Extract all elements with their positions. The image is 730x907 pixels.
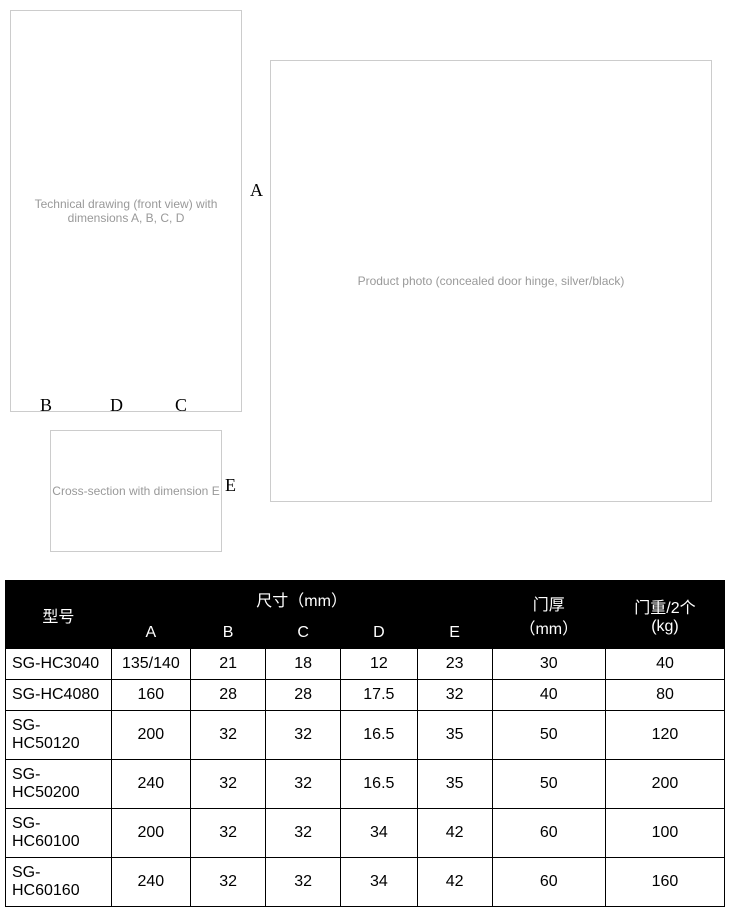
cell-model: SG-HC60160 (6, 858, 112, 907)
header-col-e: E (417, 618, 492, 649)
cell-c: 18 (266, 649, 341, 680)
cell-e: 35 (417, 760, 492, 809)
cell-weight: 160 (605, 858, 724, 907)
cell-d: 16.5 (341, 760, 417, 809)
table-row: SG-HC601002003232344260100 (6, 809, 725, 858)
cell-d: 12 (341, 649, 417, 680)
cell-a: 240 (111, 858, 190, 907)
cell-c: 28 (266, 680, 341, 711)
dim-label-d: D (110, 395, 123, 416)
cell-weight: 40 (605, 649, 724, 680)
cell-c: 32 (266, 711, 341, 760)
dim-label-e: E (225, 475, 236, 496)
cell-b: 32 (191, 760, 266, 809)
cell-thickness: 30 (492, 649, 605, 680)
cell-b: 32 (191, 809, 266, 858)
cell-d: 17.5 (341, 680, 417, 711)
table-row: SG-HC50120200323216.53550120 (6, 711, 725, 760)
table-row: SG-HC50200240323216.53550200 (6, 760, 725, 809)
front-view-drawing: Technical drawing (front view) with dime… (10, 10, 242, 412)
diagram-area: Technical drawing (front view) with dime… (0, 0, 730, 570)
header-thickness-l2: （mm） (519, 621, 578, 638)
cell-e: 42 (417, 809, 492, 858)
dim-label-c: C (175, 395, 187, 416)
header-col-c: C (266, 618, 341, 649)
cell-e: 42 (417, 858, 492, 907)
table-row: SG-HC3040135/140211812233040 (6, 649, 725, 680)
header-col-d: D (341, 618, 417, 649)
cell-weight: 120 (605, 711, 724, 760)
cell-c: 32 (266, 809, 341, 858)
cross-section-drawing: Cross-section with dimension E (50, 430, 222, 552)
header-weight: 门重/2个 (kg) (605, 581, 724, 649)
cell-d: 16.5 (341, 711, 417, 760)
cell-e: 32 (417, 680, 492, 711)
dim-label-a: A (250, 180, 263, 201)
cell-model: SG-HC50200 (6, 760, 112, 809)
dim-label-b: B (40, 395, 52, 416)
product-photo: Product photo (concealed door hinge, sil… (270, 60, 712, 502)
cell-d: 34 (341, 858, 417, 907)
cell-weight: 200 (605, 760, 724, 809)
cell-model: SG-HC3040 (6, 649, 112, 680)
cell-c: 32 (266, 858, 341, 907)
cell-a: 200 (111, 809, 190, 858)
header-thickness: 门厚 （mm） (492, 581, 605, 649)
cell-e: 35 (417, 711, 492, 760)
cell-d: 34 (341, 809, 417, 858)
header-weight-l1: 门重/2个 (634, 600, 695, 617)
cell-b: 32 (191, 858, 266, 907)
header-dimensions: 尺寸（mm） (111, 581, 492, 618)
cell-thickness: 60 (492, 858, 605, 907)
table-row: SG-HC601602403232344260160 (6, 858, 725, 907)
cell-thickness: 50 (492, 711, 605, 760)
header-thickness-l1: 门厚 (533, 597, 565, 614)
cell-thickness: 60 (492, 809, 605, 858)
cell-a: 240 (111, 760, 190, 809)
header-col-b: B (191, 618, 266, 649)
cell-model: SG-HC60100 (6, 809, 112, 858)
cell-thickness: 50 (492, 760, 605, 809)
cell-c: 32 (266, 760, 341, 809)
header-weight-l2: (kg) (651, 618, 679, 635)
cell-weight: 80 (605, 680, 724, 711)
cell-weight: 100 (605, 809, 724, 858)
table-row: SG-HC4080160282817.5324080 (6, 680, 725, 711)
cell-a: 200 (111, 711, 190, 760)
cell-a: 160 (111, 680, 190, 711)
table-header-row-1: 型号 尺寸（mm） 门厚 （mm） 门重/2个 (kg) (6, 581, 725, 618)
spec-table: 型号 尺寸（mm） 门厚 （mm） 门重/2个 (kg) A B C D E S… (5, 580, 725, 907)
cell-b: 21 (191, 649, 266, 680)
cell-e: 23 (417, 649, 492, 680)
cell-model: SG-HC4080 (6, 680, 112, 711)
cell-b: 28 (191, 680, 266, 711)
header-model: 型号 (6, 581, 112, 649)
cell-a: 135/140 (111, 649, 190, 680)
cell-model: SG-HC50120 (6, 711, 112, 760)
header-col-a: A (111, 618, 190, 649)
cell-b: 32 (191, 711, 266, 760)
cell-thickness: 40 (492, 680, 605, 711)
